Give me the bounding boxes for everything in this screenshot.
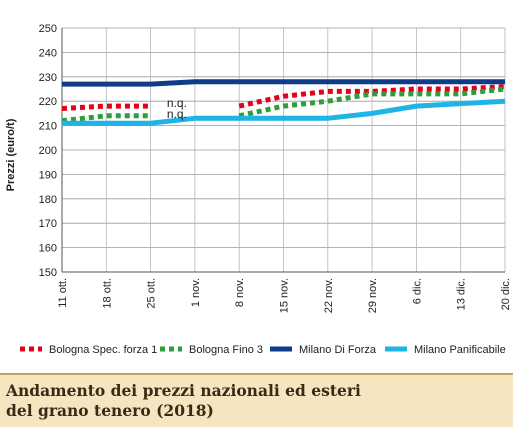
series-line-1	[61, 103, 151, 111]
nq-annotation: n.q.	[167, 107, 187, 121]
y-axis-title: Prezzi (euro/t)	[5, 118, 17, 191]
y-tick-label: 170	[39, 218, 57, 230]
x-tick-label: 18 ott.	[101, 278, 113, 309]
axes: 150 160 170 180 190 200 210 220 230 240 250 11 ott.…	[39, 23, 512, 313]
y-tick-label: 180	[39, 194, 57, 206]
legend-label: Bologna Fino 3	[189, 344, 263, 356]
grid	[61, 27, 506, 273]
series-line-3	[62, 79, 505, 87]
legend-label: Bologna Spec. forza 1	[49, 344, 157, 356]
y-tick-label: 220	[39, 96, 57, 108]
y-tick-label: 190	[39, 169, 57, 181]
series-lines	[61, 79, 506, 126]
x-tick-label: 15 nov.	[279, 278, 291, 313]
x-tick-label: 1 nov.	[190, 278, 202, 307]
y-tick-label: 240	[39, 47, 57, 59]
x-tick-label: 29 nov.	[367, 278, 379, 313]
y-tick-label: 200	[39, 145, 57, 157]
legend-label: Milano Di Forza	[299, 344, 377, 356]
x-tick-label: 8 nov.	[234, 278, 246, 307]
caption-line-2: del grano tenero (2018)	[6, 401, 214, 420]
series-line-1	[238, 84, 506, 109]
x-tick-label: 11 ott.	[57, 278, 69, 308]
nq-annotation: n.q.	[167, 96, 187, 110]
x-tick-label: 13 dic.	[456, 278, 468, 310]
series-line-2	[61, 113, 151, 124]
x-tick-label: 25 ott.	[146, 278, 158, 309]
caption-line-1: Andamento dei prezzi nazionali ed esteri	[6, 381, 361, 400]
caption-box: Andamento dei prezzi nazionali ed esteri…	[0, 373, 513, 427]
x-tick-label: 22 nov.	[323, 278, 335, 313]
y-tick-label: 230	[39, 72, 57, 84]
legend-label: Milano Panificabile	[414, 344, 506, 356]
y-tick-label: 210	[39, 121, 57, 133]
x-tick-label: 6 dic.	[411, 278, 423, 304]
legend: Bologna Spec. forza 1 Bologna Fino 3 Milan…	[20, 344, 506, 356]
annotations: n.q.n.q.	[167, 96, 187, 121]
x-tick-label: 20 dic.	[500, 278, 512, 310]
series-line-4	[62, 98, 506, 126]
series-line-2	[238, 86, 506, 119]
y-tick-label: 160	[39, 243, 57, 255]
y-tick-label: 150	[39, 267, 57, 279]
y-tick-label: 250	[39, 23, 57, 35]
